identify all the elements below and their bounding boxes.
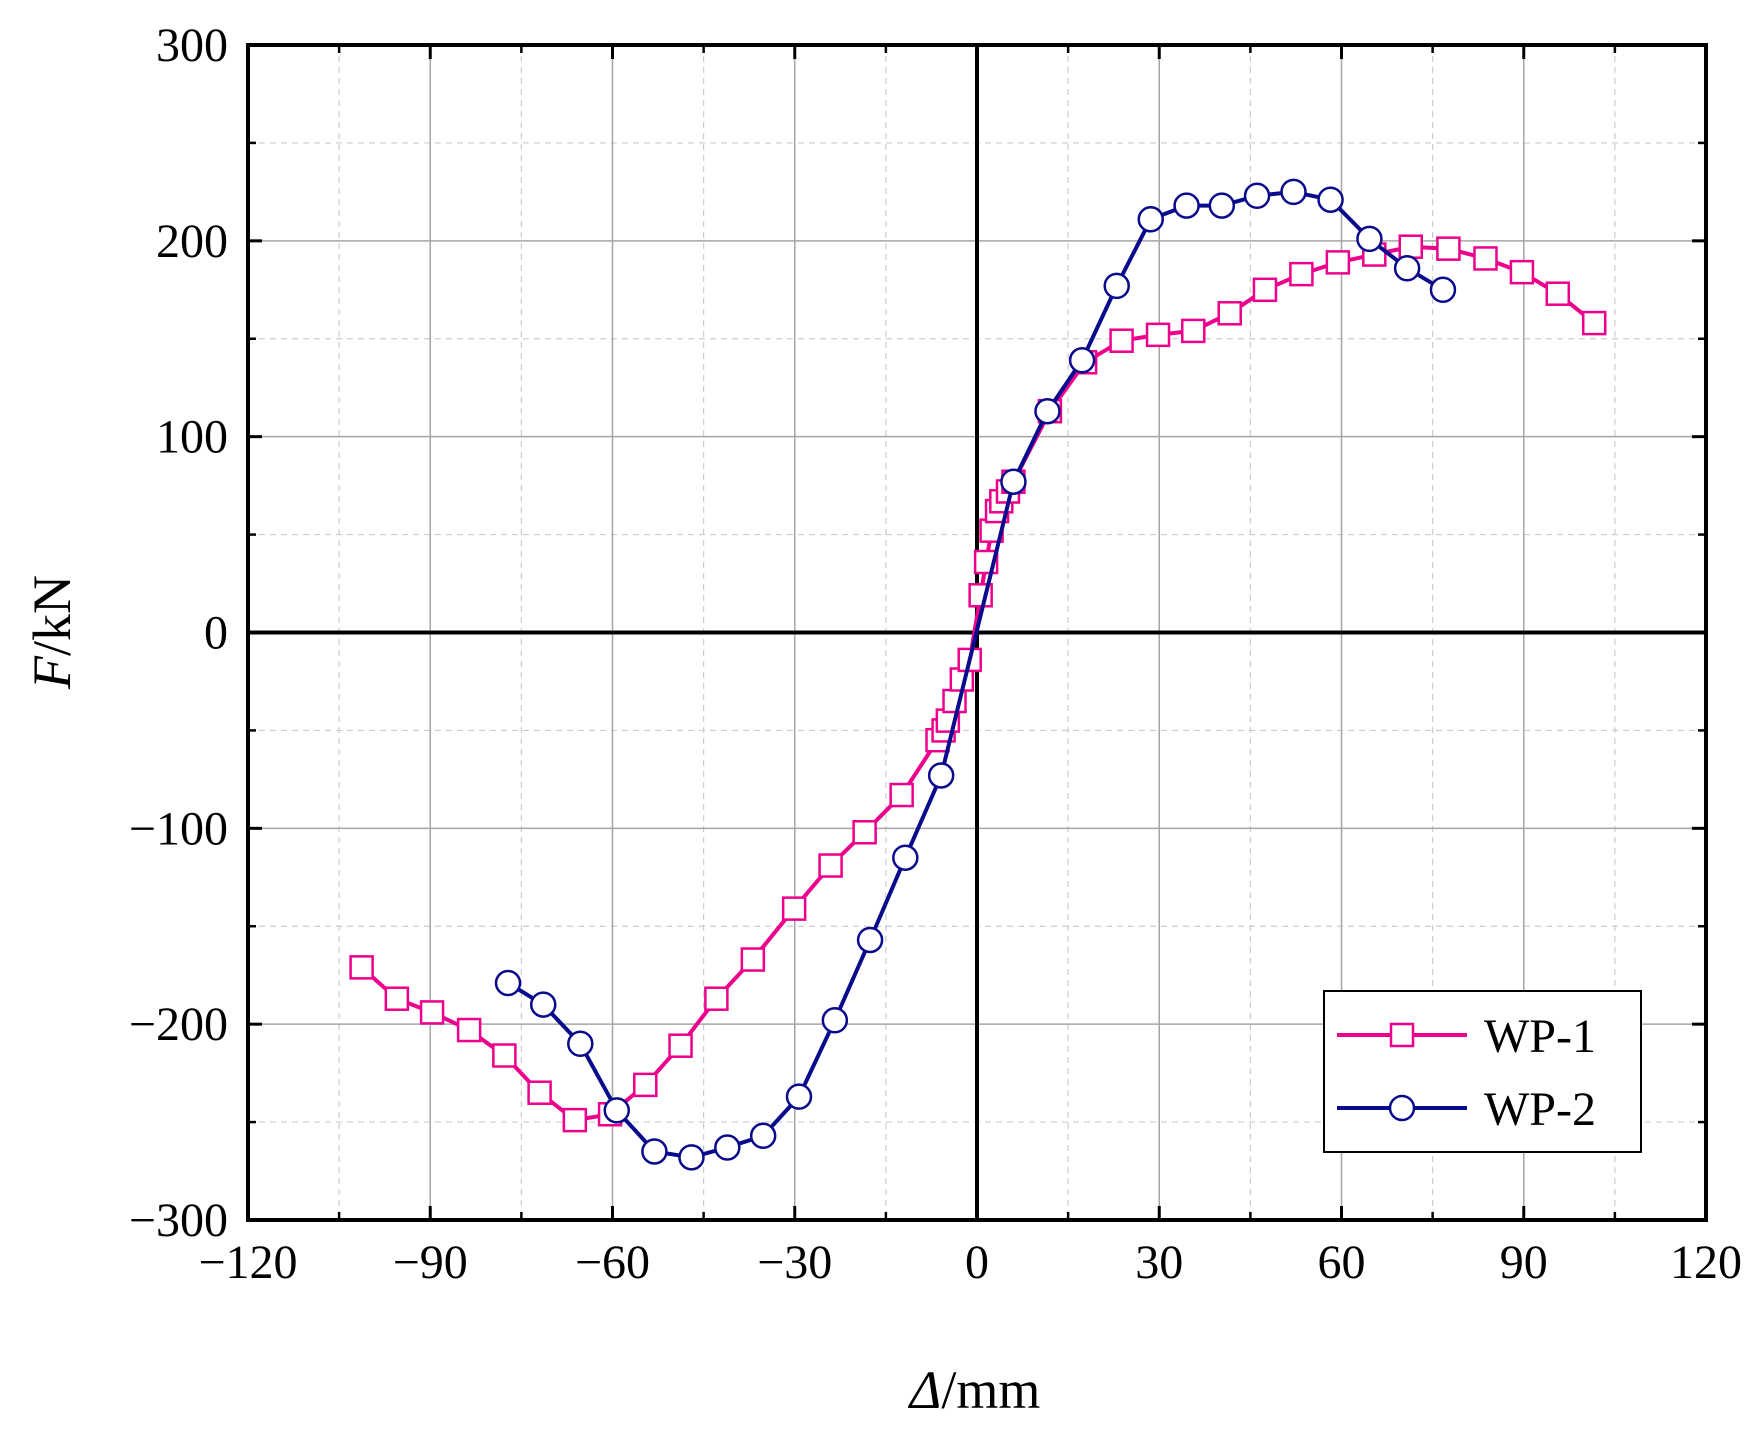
data-point-wp-2-11 [892, 844, 919, 871]
legend: WP-1 WP-2 [1323, 990, 1642, 1153]
data-point-wp-2-8 [785, 1083, 813, 1110]
data-point-wp-1-35 [1252, 277, 1278, 303]
data-point-wp-1-5 [527, 1080, 552, 1105]
data-point-wp-1-32 [1145, 322, 1171, 348]
series-wp-2 [494, 178, 1457, 1171]
data-point-wp-1-9 [668, 1033, 693, 1058]
data-point-wp-1-39 [1398, 234, 1424, 259]
data-point-wp-1-13 [818, 853, 843, 878]
data-point-wp-2-24 [1393, 255, 1421, 282]
data-point-wp-2-19 [1208, 192, 1236, 219]
data-point-wp-2-25 [1429, 276, 1457, 304]
y-tick-label-100: 100 [156, 411, 228, 464]
y-tick-label-300: −300 [129, 1194, 228, 1247]
data-point-wp-2-13 [1000, 468, 1027, 495]
x-tick-label-90: 90 [1500, 1236, 1548, 1289]
legend-marker-wp-1 [1389, 1022, 1415, 1048]
data-point-wp-2-6 [714, 1134, 741, 1161]
data-point-wp-1-42 [1509, 259, 1535, 285]
data-point-wp-2-15 [1068, 347, 1096, 374]
x-tick-label-60: 60 [1318, 1236, 1366, 1289]
x-axis-title-unit: /mm [941, 1360, 1040, 1420]
data-point-wp-2-21 [1280, 178, 1307, 206]
y-tick-label-200: 200 [156, 215, 228, 268]
x-axis-title: Δ/mm [908, 1360, 1041, 1420]
data-point-wp-2-16 [1103, 272, 1130, 300]
data-point-wp-1-2 [419, 1000, 445, 1025]
legend-box [1323, 990, 1642, 1153]
data-point-wp-1-34 [1217, 301, 1242, 326]
data-point-wp-1-12 [781, 896, 807, 921]
data-point-wp-2-9 [821, 1007, 849, 1034]
data-point-wp-1-8 [633, 1072, 658, 1098]
data-point-wp-1-44 [1581, 310, 1607, 336]
x-tick-label-30: −30 [757, 1236, 832, 1289]
x-tick-label-0: 0 [965, 1236, 989, 1289]
data-point-wp-2-3 [603, 1097, 631, 1124]
data-point-wp-1-10 [704, 986, 729, 1011]
legend-entry-wp-2: WP-2 [1337, 1083, 1596, 1136]
y-tick-label-200: −200 [129, 998, 228, 1051]
data-point-wp-1-0 [349, 955, 374, 980]
legend-label-wp-1: WP-1 [1484, 1010, 1596, 1063]
y-tick-label-100: −100 [129, 802, 228, 855]
legend-entry-wp-1: WP-1 [1337, 1010, 1596, 1063]
data-point-wp-1-1 [384, 986, 410, 1011]
data-point-wp-1-11 [740, 947, 766, 972]
y-tick-label-300: 300 [156, 19, 228, 72]
series-layer [349, 178, 1607, 1171]
x-tick-label-60: −60 [575, 1236, 650, 1289]
data-point-wp-1-43 [1545, 281, 1571, 306]
data-point-wp-1-31 [1109, 328, 1134, 353]
data-point-wp-2-14 [1034, 397, 1061, 425]
data-point-wp-2-22 [1317, 186, 1344, 213]
legend-marker-wp-2 [1388, 1094, 1416, 1122]
data-point-wp-2-12 [927, 762, 955, 789]
data-point-wp-2-4 [641, 1138, 668, 1165]
data-point-wp-2-20 [1243, 182, 1271, 210]
x-tick-label-120: −120 [198, 1236, 297, 1289]
data-point-wp-2-10 [856, 926, 884, 954]
plot-frame [246, 43, 1708, 1222]
y-axis-title-variable: F [22, 655, 82, 690]
data-point-wp-2-5 [678, 1144, 705, 1171]
y-tick-label-0: 0 [204, 607, 228, 660]
x-tick-label-120: 120 [1670, 1236, 1742, 1289]
data-point-wp-1-3 [456, 1017, 482, 1043]
data-point-wp-2-7 [749, 1122, 777, 1150]
x-tick-label-30: 30 [1135, 1236, 1183, 1289]
data-point-wp-1-41 [1473, 246, 1498, 271]
data-point-wp-2-1 [529, 991, 557, 1018]
x-axis-title-variable: Δ [908, 1360, 942, 1420]
tick-label-layer: −120 −90 −60 −30 0 30 60 90 120−300−200−10001002… [129, 19, 1742, 1289]
data-point-wp-2-17 [1137, 206, 1164, 233]
legend-label-wp-2: WP-2 [1484, 1083, 1596, 1136]
data-point-wp-1-37 [1325, 250, 1351, 275]
data-point-wp-1-4 [492, 1043, 517, 1068]
data-point-wp-2-18 [1173, 192, 1200, 219]
x-tick-label-90: −90 [393, 1236, 468, 1289]
data-point-wp-2-0 [494, 969, 522, 997]
y-axis-title: F/kN [22, 575, 82, 690]
data-point-wp-1-14 [852, 820, 877, 845]
data-point-wp-1-6 [562, 1107, 588, 1133]
data-point-wp-2-23 [1356, 225, 1383, 253]
data-point-wp-1-40 [1436, 236, 1461, 261]
y-axis-title-unit: /kN [22, 575, 82, 656]
data-point-wp-1-15 [889, 782, 914, 808]
data-point-wp-1-33 [1181, 318, 1206, 344]
data-point-wp-2-2 [567, 1030, 594, 1057]
data-point-wp-1-36 [1289, 261, 1314, 287]
